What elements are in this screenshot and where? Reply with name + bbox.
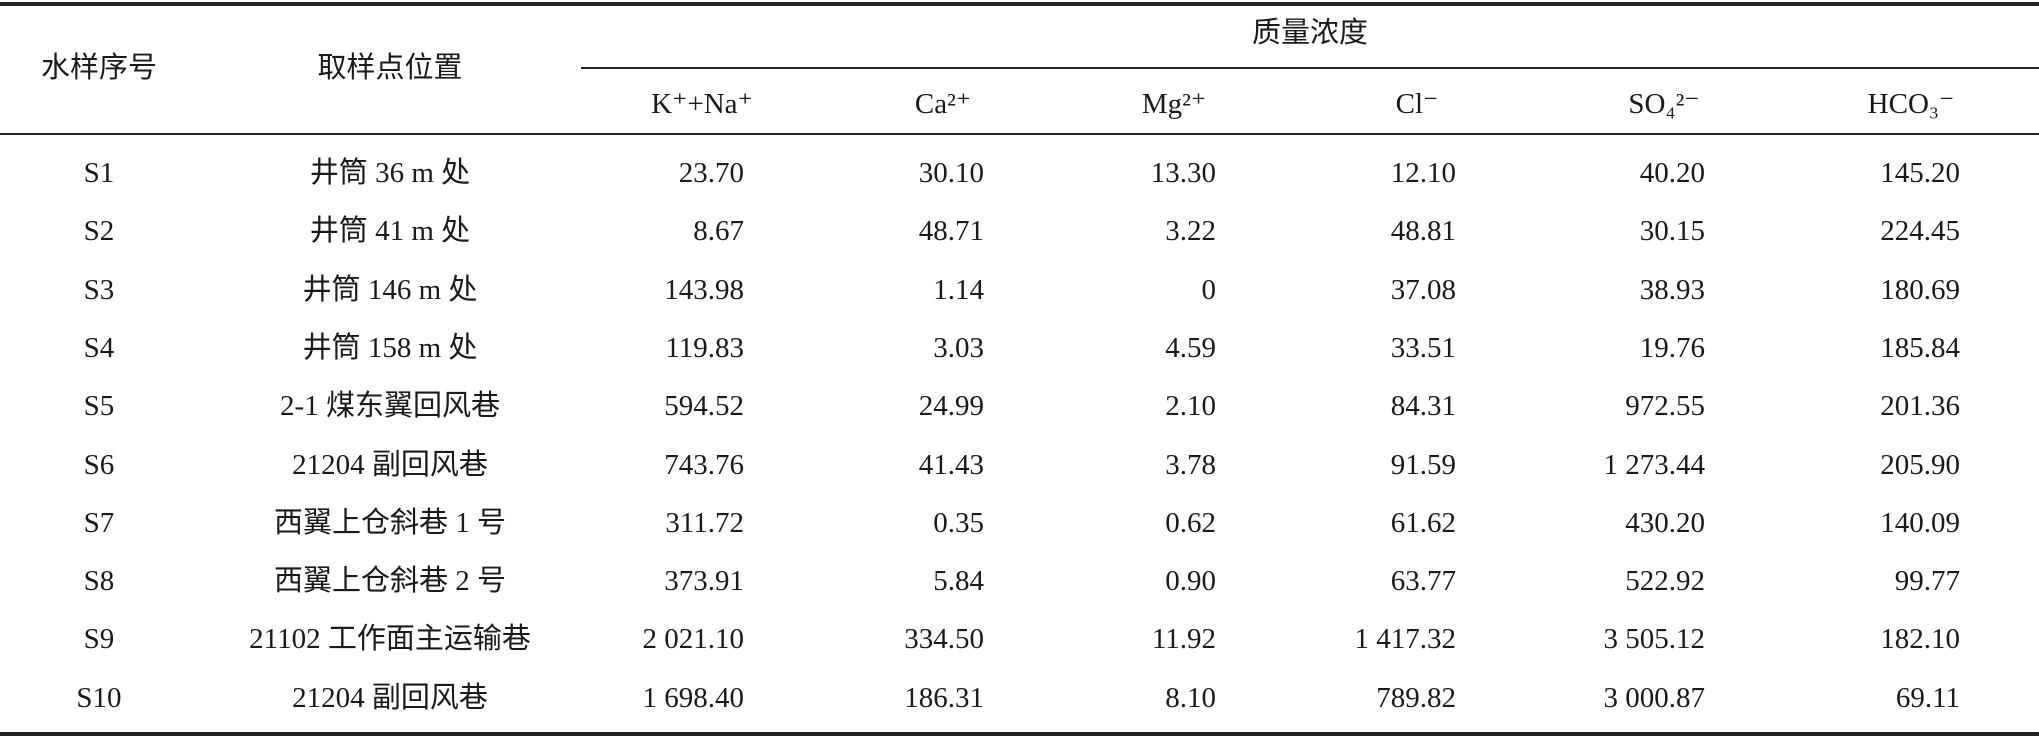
concentration: 48.71 [918, 215, 984, 248]
sample-id: S1 [83, 157, 115, 189]
sample-id: S8 [83, 565, 115, 598]
concentration: 11.92 [1151, 623, 1216, 656]
concentration: 186.31 [904, 681, 984, 714]
header-cell: 取样点位置 [317, 52, 463, 84]
concentration: 180.69 [1880, 273, 1960, 306]
group-rule [581, 67, 2039, 69]
concentration: 3.03 [933, 331, 984, 364]
location: 井筒 41 m 处 [309, 215, 471, 248]
concentration: 224.45 [1880, 215, 1960, 248]
sample-id: S3 [83, 273, 115, 306]
concentration: 63.77 [1390, 565, 1456, 598]
location: 西翼上仓斜巷 2 号 [273, 565, 507, 598]
concentration: 743.76 [664, 448, 744, 481]
concentration: 334.50 [904, 623, 984, 656]
concentration: 972.55 [1625, 390, 1705, 423]
top-rule [0, 2, 2039, 6]
concentration: 37.08 [1390, 273, 1456, 306]
ion-header: SO₄²⁻ [1628, 88, 1700, 120]
location: 21204 副回风巷 [292, 448, 488, 481]
concentration: 1.14 [933, 273, 984, 306]
concentration: 0 [1201, 273, 1217, 306]
concentration: 48.81 [1390, 215, 1456, 248]
sample-id: S9 [83, 623, 115, 656]
concentration: 3 000.87 [1603, 681, 1706, 714]
concentration: 1 698.40 [642, 681, 745, 714]
concentration: 12.10 [1390, 157, 1456, 189]
concentration: 119.83 [665, 331, 744, 364]
concentration: 789.82 [1376, 681, 1456, 714]
ion-header: Cl⁻ [1395, 88, 1439, 120]
concentration: 3.22 [1165, 215, 1216, 248]
concentration: 0.90 [1165, 565, 1216, 598]
concentration: 311.72 [665, 506, 744, 539]
sample-id: S7 [83, 506, 115, 539]
concentration: 13.30 [1150, 157, 1216, 189]
concentration: 30.15 [1639, 215, 1705, 248]
location: 2-1 煤东翼回风巷 [280, 390, 500, 423]
concentration: 1 417.32 [1354, 623, 1457, 656]
concentration: 33.51 [1390, 331, 1456, 364]
concentration: 91.59 [1390, 448, 1456, 481]
concentration: 182.10 [1880, 623, 1960, 656]
concentration: 373.91 [664, 565, 744, 598]
concentration: 41.43 [918, 448, 984, 481]
sample-id: S4 [83, 331, 115, 364]
concentration: 24.99 [918, 390, 984, 423]
concentration: 4.59 [1165, 331, 1216, 364]
concentration: 2 021.10 [642, 623, 745, 656]
concentration: 594.52 [664, 390, 744, 423]
concentration: 3 505.12 [1603, 623, 1706, 656]
concentration: 0.62 [1165, 506, 1216, 539]
ion-header: Mg²⁺ [1141, 88, 1207, 120]
concentration: 0.35 [933, 506, 984, 539]
concentration: 8.67 [693, 215, 744, 248]
ion-header: Ca²⁺ [914, 88, 972, 120]
sample-id: S2 [83, 215, 115, 248]
sample-id: S10 [76, 681, 122, 714]
group-header: 质量浓度 [1251, 17, 1369, 49]
location: 21204 副回风巷 [292, 681, 488, 714]
concentration: 1 273.44 [1603, 448, 1706, 481]
concentration: 205.90 [1880, 448, 1960, 481]
concentration: 145.20 [1880, 157, 1960, 189]
location: 21102 工作面主运输巷 [249, 623, 531, 656]
concentration: 23.70 [678, 157, 744, 189]
concentration: 8.10 [1165, 681, 1216, 714]
concentration: 3.78 [1165, 448, 1216, 481]
location: 井筒 36 m 处 [309, 157, 471, 189]
concentration: 143.98 [664, 273, 744, 306]
header-rule [0, 133, 2039, 135]
concentration: 61.62 [1390, 506, 1456, 539]
ion-header: K⁺+Na⁺ [651, 88, 753, 120]
concentration: 84.31 [1390, 390, 1456, 423]
concentration: 69.11 [1895, 681, 1960, 714]
concentration: 201.36 [1880, 390, 1960, 423]
concentration: 2.10 [1165, 390, 1216, 423]
concentration: 522.92 [1625, 565, 1705, 598]
bottom-rule [0, 732, 2039, 736]
concentration: 30.10 [918, 157, 984, 189]
ion-header: HCO₃⁻ [1867, 88, 1955, 120]
location: 井筒 158 m 处 [302, 331, 478, 364]
concentration: 185.84 [1880, 331, 1960, 364]
header-cell: 水样序号 [40, 52, 158, 84]
sample-id: S5 [83, 390, 115, 423]
concentration: 40.20 [1639, 157, 1705, 189]
location: 井筒 146 m 处 [302, 273, 478, 306]
concentration: 19.76 [1639, 331, 1705, 364]
concentration: 140.09 [1880, 506, 1960, 539]
concentration: 430.20 [1625, 506, 1705, 539]
sample-id: S6 [83, 448, 115, 481]
concentration: 38.93 [1639, 273, 1705, 306]
location: 西翼上仓斜巷 1 号 [273, 506, 507, 539]
concentration: 5.84 [933, 565, 984, 598]
concentration: 99.77 [1894, 565, 1960, 598]
